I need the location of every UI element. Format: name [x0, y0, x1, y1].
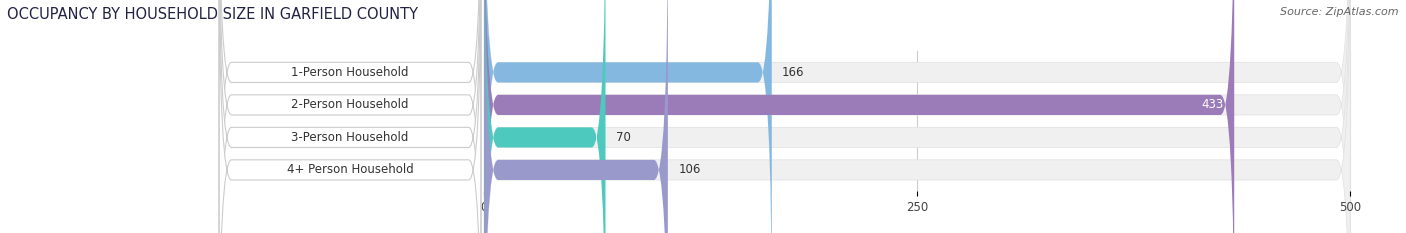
FancyBboxPatch shape	[219, 0, 481, 233]
Text: Source: ZipAtlas.com: Source: ZipAtlas.com	[1281, 7, 1399, 17]
Text: 4+ Person Household: 4+ Person Household	[287, 163, 413, 176]
Text: OCCUPANCY BY HOUSEHOLD SIZE IN GARFIELD COUNTY: OCCUPANCY BY HOUSEHOLD SIZE IN GARFIELD …	[7, 7, 418, 22]
FancyBboxPatch shape	[484, 0, 772, 233]
FancyBboxPatch shape	[219, 0, 481, 233]
FancyBboxPatch shape	[484, 0, 668, 233]
FancyBboxPatch shape	[219, 0, 481, 233]
FancyBboxPatch shape	[484, 0, 1350, 233]
FancyBboxPatch shape	[484, 0, 606, 233]
Text: 2-Person Household: 2-Person Household	[291, 98, 409, 111]
Text: 1-Person Household: 1-Person Household	[291, 66, 409, 79]
FancyBboxPatch shape	[484, 0, 1350, 233]
Text: 433: 433	[1202, 98, 1223, 111]
FancyBboxPatch shape	[484, 0, 1350, 233]
FancyBboxPatch shape	[219, 0, 481, 233]
Text: 3-Person Household: 3-Person Household	[291, 131, 409, 144]
Text: 106: 106	[678, 163, 700, 176]
Text: 70: 70	[616, 131, 631, 144]
FancyBboxPatch shape	[484, 0, 1350, 233]
Text: 166: 166	[782, 66, 804, 79]
FancyBboxPatch shape	[484, 0, 1234, 233]
